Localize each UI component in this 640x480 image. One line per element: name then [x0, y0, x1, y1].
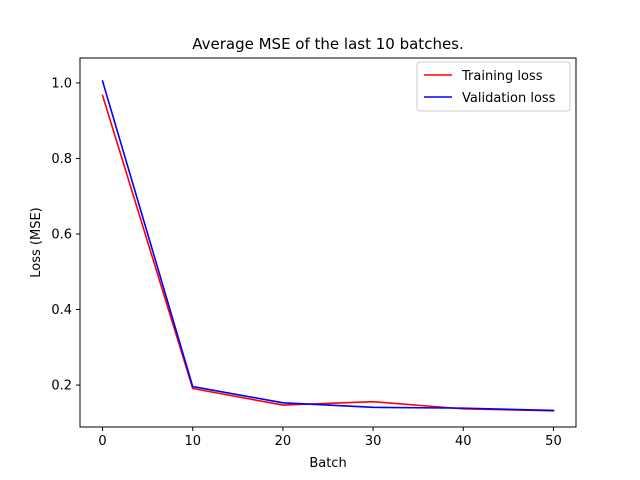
plot-area [101, 80, 555, 412]
y-tick-label: 0.4 [51, 303, 72, 318]
x-tick-label: 40 [455, 434, 472, 449]
series-line-training-loss [101, 94, 555, 412]
legend-label-validation-loss: Validation loss [462, 91, 556, 106]
y-axis-label: Loss (MSE) [29, 207, 44, 277]
y-axis: 0.2 0.4 0.6 0.8 1.0 [51, 76, 80, 394]
y-tick-label: 0.8 [51, 152, 72, 167]
legend-box [416, 61, 571, 112]
chart-title: Average MSE of the last 10 batches. [192, 35, 464, 53]
x-tick-label: 20 [275, 434, 292, 449]
axes-frame [79, 57, 577, 428]
x-tick-label: 30 [365, 434, 382, 449]
x-axis: 0 10 20 30 40 50 [98, 427, 562, 449]
x-tick-label: 0 [98, 434, 106, 449]
legend: Training loss Validation loss [416, 61, 571, 112]
series-line-validation-loss [101, 80, 555, 412]
x-tick-label: 50 [545, 434, 562, 449]
x-axis-label: Batch [309, 456, 346, 471]
y-tick-label: 1.0 [51, 76, 72, 91]
legend-label-training-loss: Training loss [461, 69, 543, 84]
x-tick-label: 10 [184, 434, 201, 449]
y-tick-label: 0.2 [51, 379, 72, 394]
y-tick-label: 0.6 [51, 228, 72, 243]
